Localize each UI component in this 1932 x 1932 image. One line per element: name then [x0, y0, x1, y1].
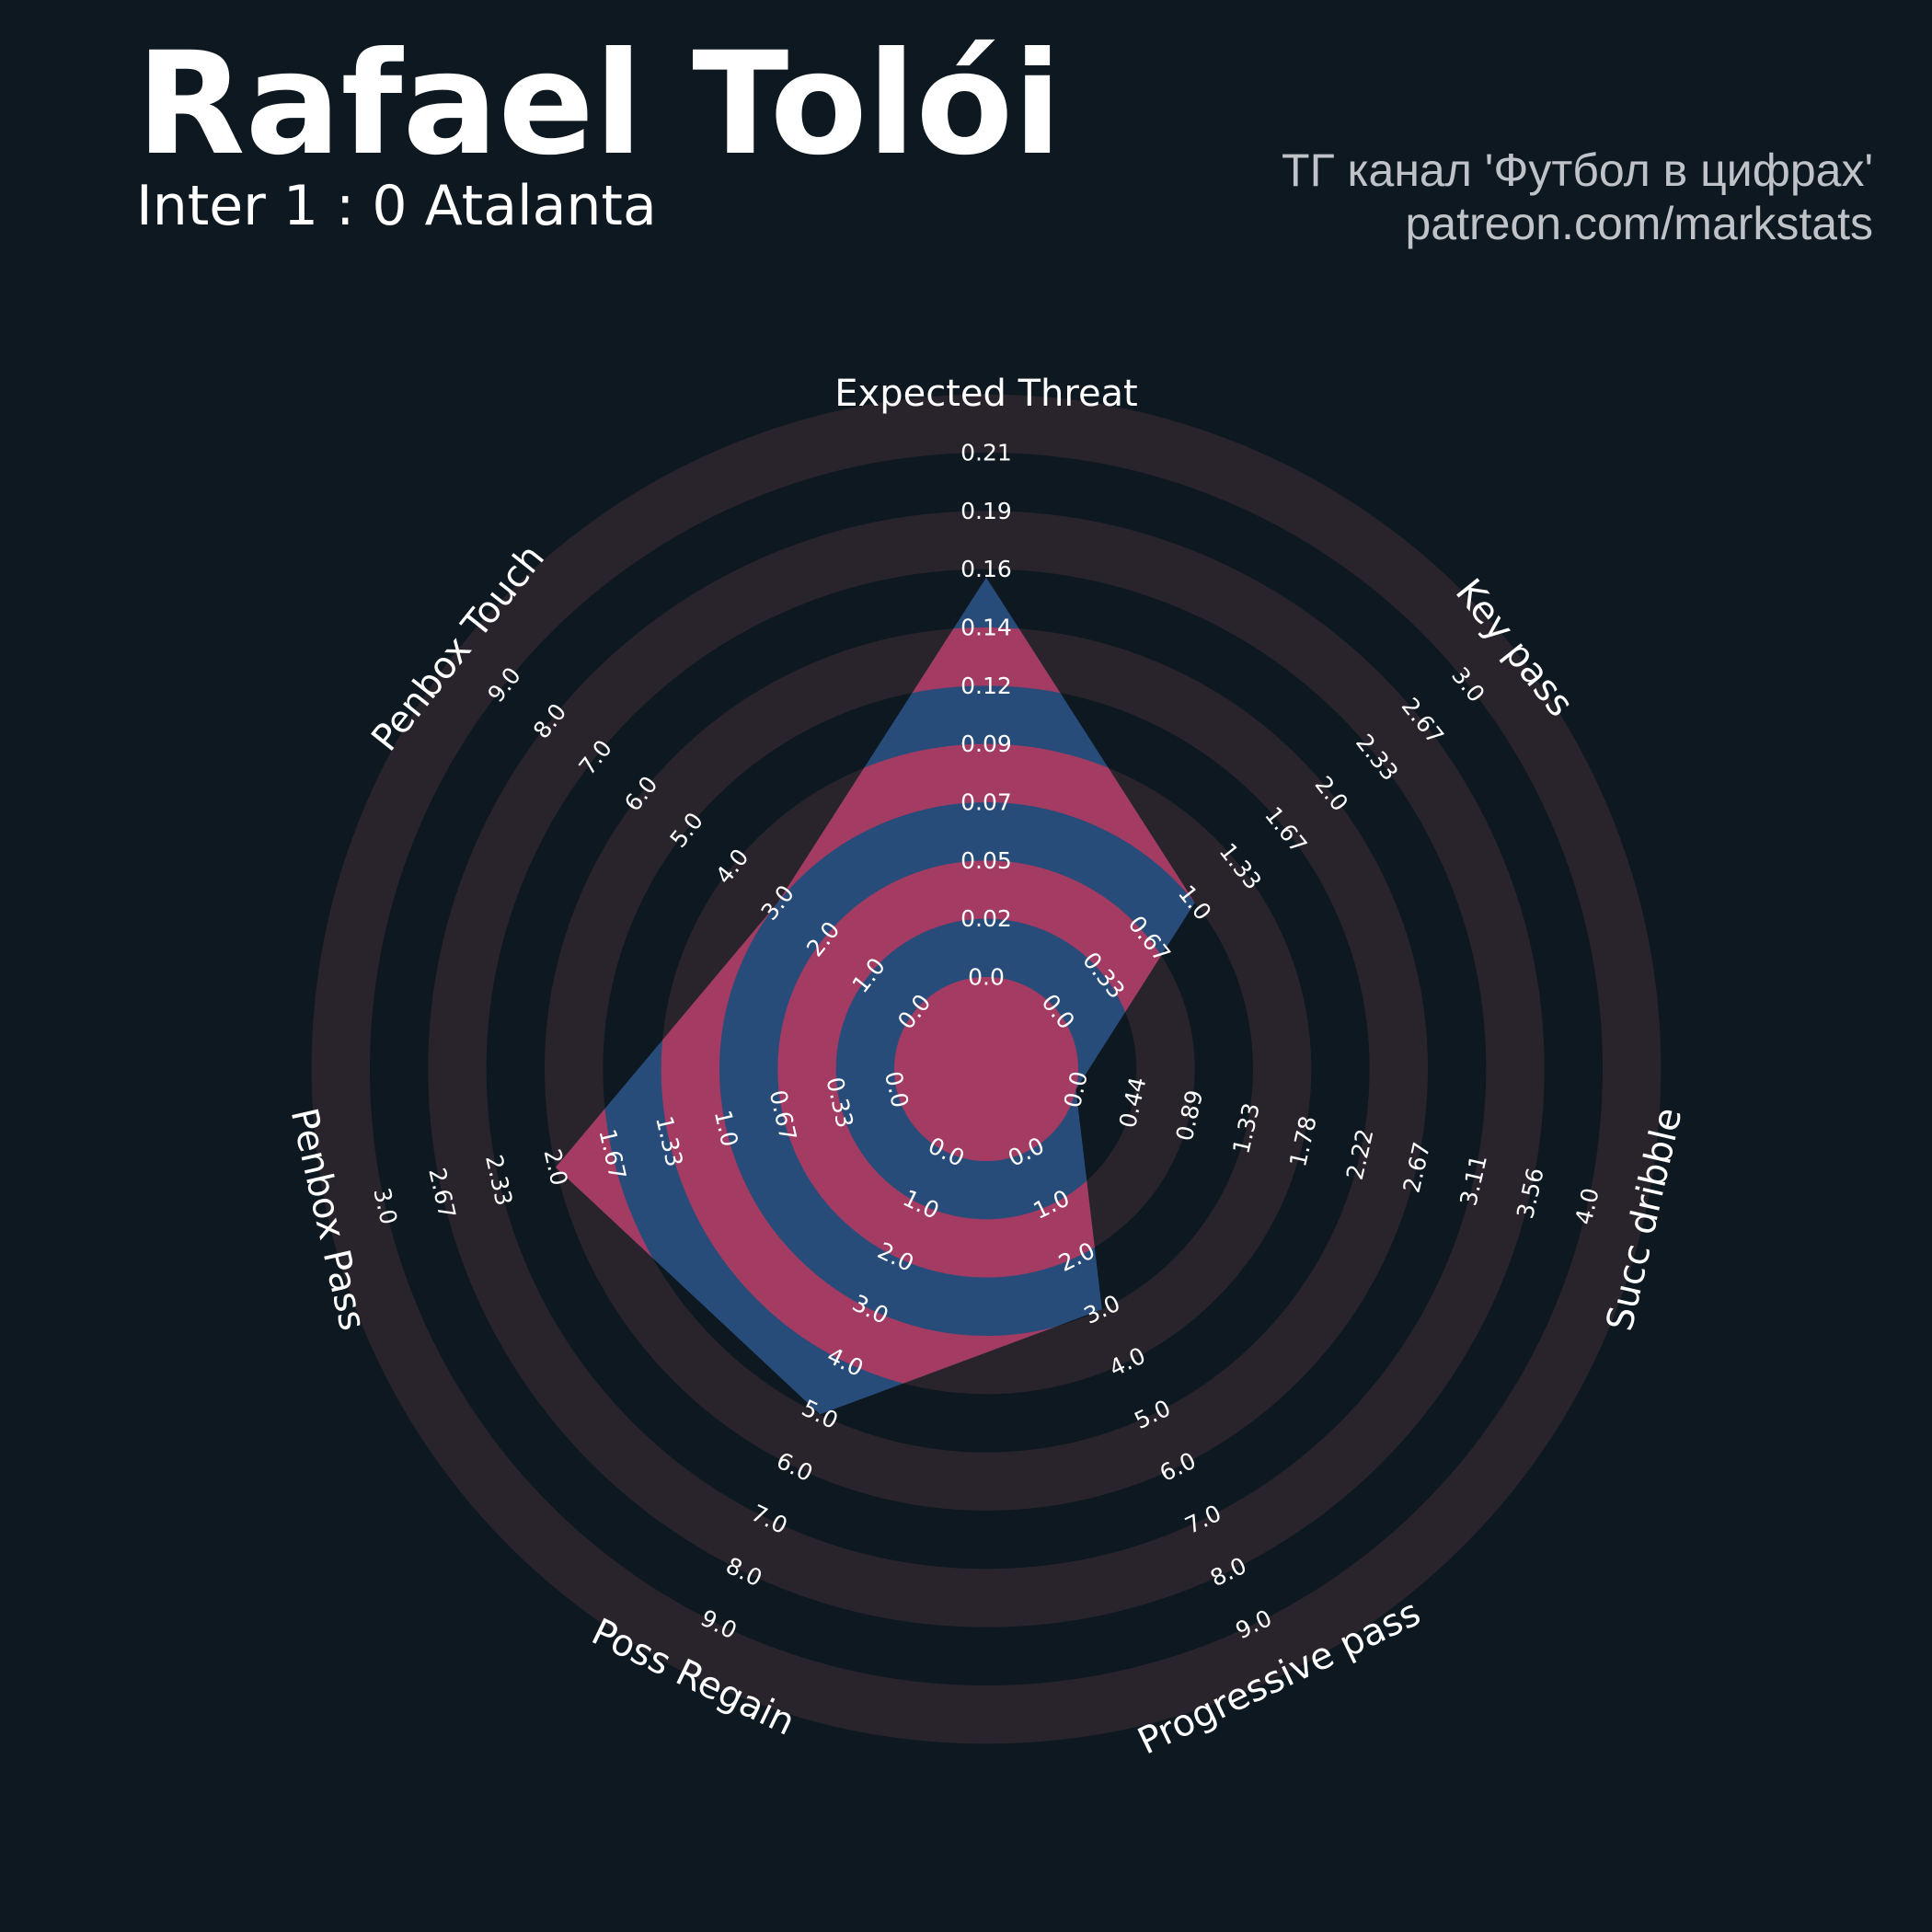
tick-label: 0.12 [960, 673, 1012, 699]
tick-label: 0.21 [960, 440, 1012, 466]
page-title: Rafael Tolói [136, 22, 1063, 187]
ring-band [311, 394, 1662, 1744]
match-subtitle: Inter 1 : 0 Atalanta [136, 174, 657, 238]
tick-label: 0.0 [968, 964, 1005, 991]
tick-label: 0.16 [960, 556, 1012, 582]
tick-label: 0.09 [960, 730, 1012, 757]
ring-band [428, 511, 1545, 1627]
tick-label: 0.02 [960, 905, 1012, 932]
tick-label: 0.19 [960, 498, 1012, 524]
credit-block: ТГ канал 'Футбол в цифрах' patreon.com/m… [1282, 144, 1873, 250]
polygon-band [894, 977, 1078, 1161]
credit-channel: ТГ канал 'Футбол в цифрах' [1282, 144, 1873, 196]
tick-label: 0.07 [960, 789, 1012, 816]
tick-label: 0.14 [960, 615, 1012, 641]
credit-patreon: patreon.com/markstats [1405, 198, 1873, 249]
tick-label: 0.05 [960, 847, 1012, 874]
parameter-label: Expected Threat [834, 373, 1138, 415]
